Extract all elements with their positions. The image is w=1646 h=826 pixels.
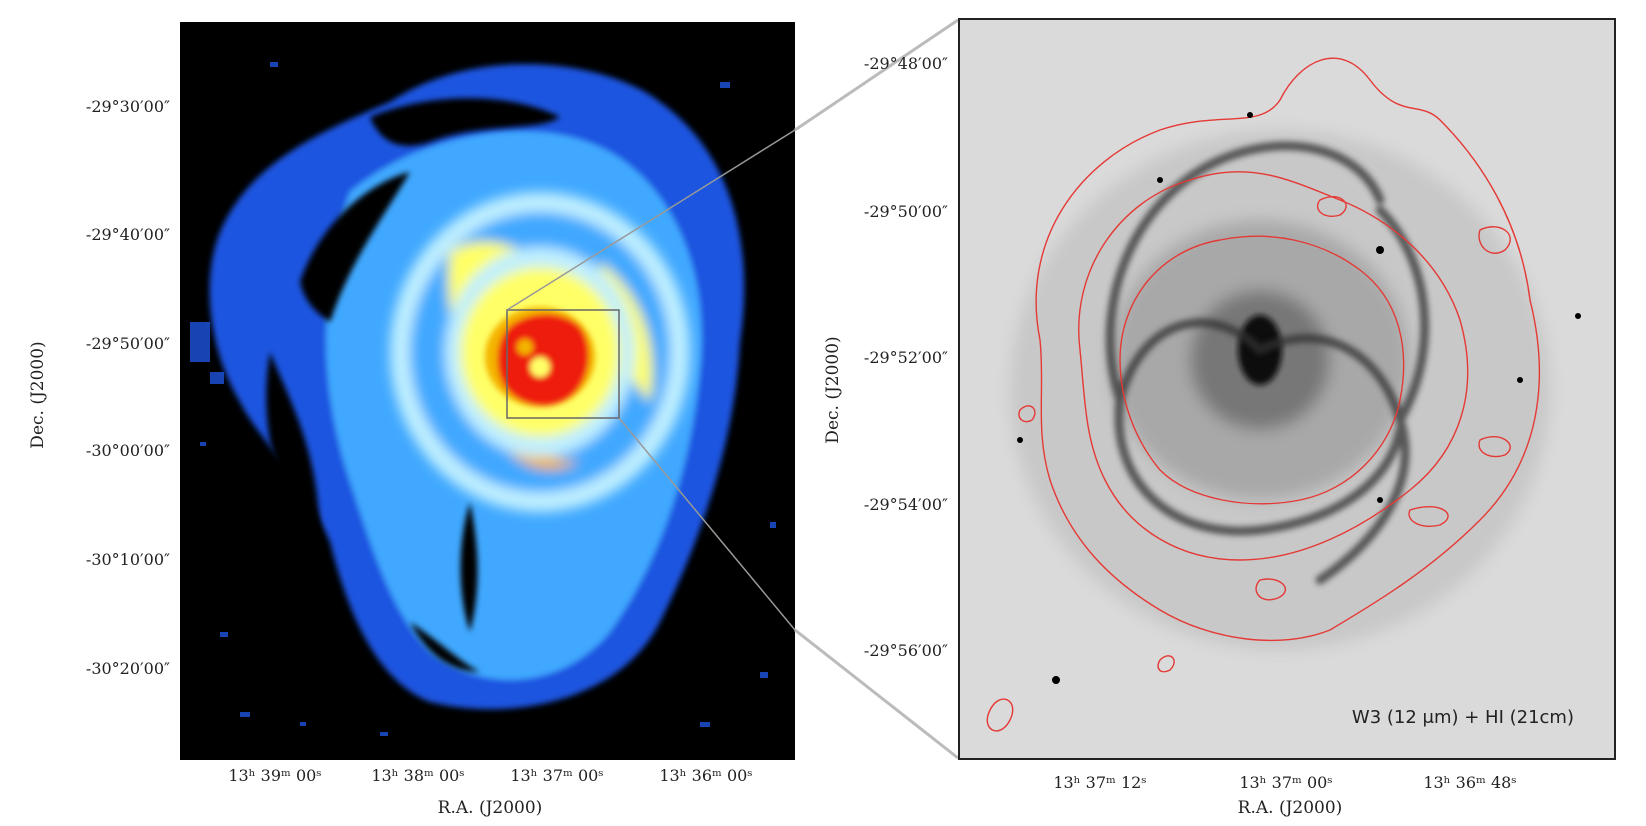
image-annotation: W3 (12 μm) + HI (21cm) bbox=[1351, 707, 1574, 728]
right-x-axis-label: R.A. (J2000) bbox=[1237, 798, 1343, 818]
right-x-tick: 13ʰ 37ᵐ 12ˢ bbox=[1053, 773, 1147, 792]
arm-gaps bbox=[266, 98, 560, 672]
right-y-axis-label: Dec. (J2000) bbox=[823, 336, 843, 444]
left-x-tick: 13ʰ 36ᵐ 00ˢ bbox=[659, 766, 753, 785]
noise-speckles bbox=[190, 62, 776, 736]
hi-map-image bbox=[180, 22, 795, 760]
left-y-tick: -30°00′00″ bbox=[85, 441, 170, 460]
left-x-axis-label: R.A. (J2000) bbox=[437, 798, 543, 818]
hi-map-graphic bbox=[180, 22, 795, 760]
left-x-tick: 13ʰ 39ᵐ 00ˢ bbox=[228, 766, 322, 785]
left-y-tick: -29°50′00″ bbox=[85, 334, 170, 353]
right-x-tick: 13ʰ 36ᵐ 48ˢ bbox=[1423, 773, 1517, 792]
w3-graphic bbox=[960, 20, 1614, 758]
right-y-tick: -29°54′00″ bbox=[863, 495, 948, 514]
zoom-box bbox=[506, 309, 620, 419]
w3-image: W3 (12 μm) + HI (21cm) bbox=[958, 18, 1616, 760]
right-y-tick: -29°56′00″ bbox=[863, 641, 948, 660]
right-x-tick: 13ʰ 37ᵐ 00ˢ bbox=[1239, 773, 1333, 792]
left-x-tick: 13ʰ 37ᵐ 00ˢ bbox=[510, 766, 604, 785]
left-y-tick: -30°10′00″ bbox=[85, 550, 170, 569]
left-y-tick: -29°30′00″ bbox=[85, 97, 170, 116]
hi-contours bbox=[986, 57, 1541, 732]
right-y-tick: -29°50′00″ bbox=[863, 202, 948, 221]
spiral-arms bbox=[1105, 141, 1430, 585]
left-y-tick: -30°20′00″ bbox=[85, 659, 170, 678]
left-y-tick: -29°40′00″ bbox=[85, 225, 170, 244]
left-x-tick: 13ʰ 38ᵐ 00ˢ bbox=[371, 766, 465, 785]
galaxy-body bbox=[1010, 130, 1550, 650]
point-sources bbox=[1017, 112, 1581, 684]
right-y-tick: -29°52′00″ bbox=[863, 348, 948, 367]
left-y-axis-label: Dec. (J2000) bbox=[28, 341, 48, 449]
hi-red-core bbox=[485, 307, 595, 407]
right-y-tick: -29°48′00″ bbox=[863, 54, 948, 73]
